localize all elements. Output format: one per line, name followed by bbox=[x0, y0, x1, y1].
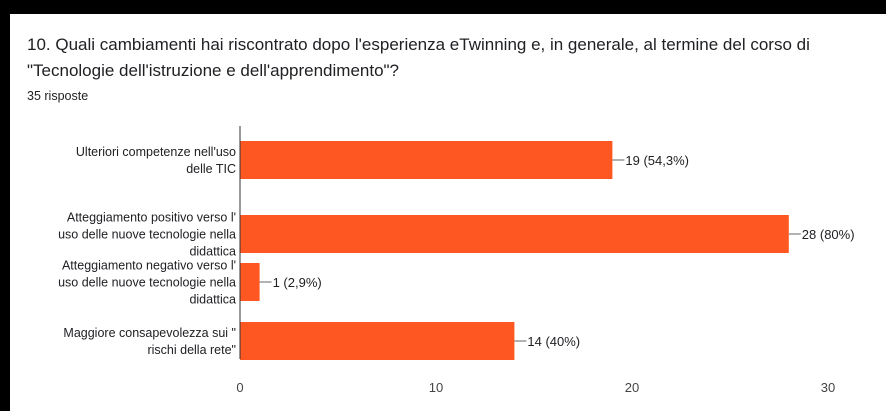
response-count: 35 risposte bbox=[27, 89, 89, 103]
bar-4 bbox=[240, 322, 515, 360]
bar-chart: 19 (54,3%) Ulteriori competenze nell'uso d… bbox=[58, 126, 855, 395]
value-label-3: 1 (2,9%) bbox=[273, 275, 322, 290]
value-label-4: 14 (40%) bbox=[527, 334, 580, 349]
value-label-2: 28 (80%) bbox=[802, 227, 855, 242]
category-label-4: Maggiore consapevolezza sui " rischi dell… bbox=[63, 326, 236, 357]
bar-3 bbox=[240, 263, 260, 301]
x-tick-label-20: 20 bbox=[625, 380, 639, 395]
category-label-3: Atteggiamento negativo verso l' uso delle… bbox=[58, 259, 236, 307]
x-tick-label-10: 10 bbox=[429, 380, 443, 395]
form-question-card: 10. Quali cambiamenti hai riscontrato do… bbox=[10, 14, 886, 411]
bar-1 bbox=[240, 141, 613, 179]
x-tick-label-0: 0 bbox=[236, 380, 243, 395]
value-label-1: 19 (54,3%) bbox=[625, 153, 689, 168]
x-tick-label-30: 30 bbox=[821, 380, 835, 395]
question-title: 10. Quali cambiamenti hai riscontrato do… bbox=[27, 35, 810, 80]
bar-2 bbox=[240, 215, 789, 253]
category-label-2: Atteggiamento positivo verso l' uso delle… bbox=[58, 211, 236, 259]
category-label-1: Ulteriori competenze nell'uso delle TIC bbox=[76, 145, 236, 176]
